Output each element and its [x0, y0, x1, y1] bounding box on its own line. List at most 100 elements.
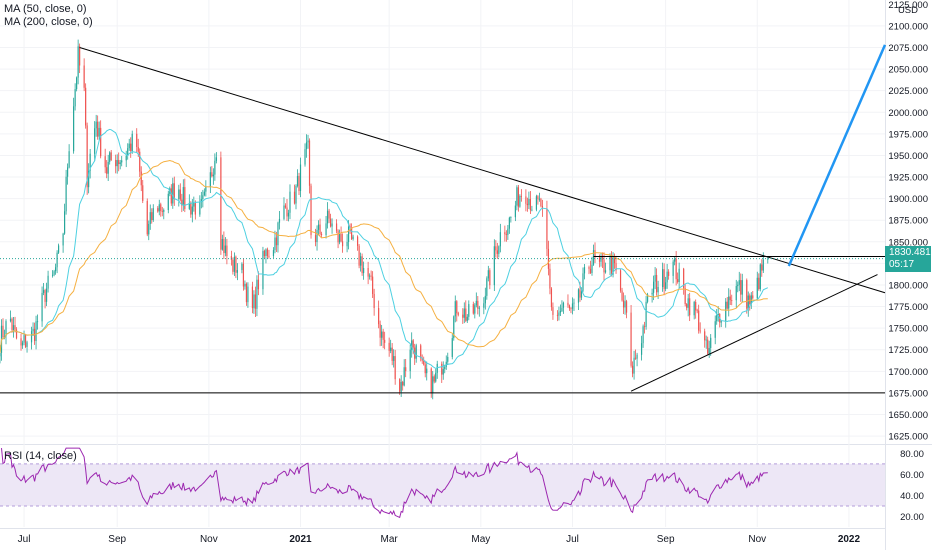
candle-body — [561, 307, 563, 312]
candle-body — [109, 152, 111, 162]
candle-body — [725, 301, 727, 322]
candle-body — [230, 256, 232, 260]
last-price-countdown: 05:17 — [889, 259, 915, 270]
price-tick-label: 1700.000 — [888, 367, 928, 378]
candle-body — [520, 195, 522, 197]
candle-body — [11, 318, 13, 331]
candle-body — [286, 207, 288, 217]
candle-body — [242, 263, 245, 287]
candle-body — [341, 241, 344, 247]
candle-body — [666, 271, 668, 283]
candle-body — [567, 302, 569, 306]
candle-body — [729, 296, 731, 301]
candle-body — [304, 149, 306, 165]
candle-body — [592, 250, 595, 265]
candle-body — [663, 269, 665, 289]
price-tick-label: 2025.000 — [888, 86, 928, 97]
candle-body — [170, 188, 172, 204]
candle-body — [149, 212, 151, 224]
candle-body — [340, 233, 342, 242]
candle-body — [740, 280, 742, 295]
candle-body — [64, 211, 66, 234]
trendline-rising-support[interactable] — [630, 274, 878, 392]
legend-ma200[interactable]: MA (200, close, 0) — [4, 16, 93, 28]
candle-body — [151, 212, 153, 221]
candle-body — [737, 284, 739, 287]
last-price-value: 1830.481 — [889, 247, 931, 258]
candle-body — [716, 315, 718, 322]
price-tick-label: 2100.000 — [888, 21, 928, 32]
candle-body — [540, 198, 542, 207]
candle-body — [559, 311, 562, 313]
candle-body — [236, 270, 239, 273]
candle-body — [447, 356, 449, 362]
candle-body — [67, 167, 69, 177]
candle-body — [720, 321, 722, 323]
candle-body — [695, 301, 697, 311]
candle-body — [495, 246, 497, 251]
candle-body — [26, 342, 28, 347]
candle-body — [363, 268, 365, 274]
candle-body — [636, 354, 638, 359]
candle-body — [181, 199, 183, 206]
candle-body — [435, 372, 437, 382]
candle-body — [214, 160, 216, 175]
candle-body — [146, 200, 148, 235]
candle-body — [696, 310, 698, 312]
candle-body — [613, 257, 616, 264]
candle-body — [646, 294, 649, 302]
candle-body — [477, 300, 479, 309]
candle-body — [668, 271, 670, 276]
price-tick-label-top: 2125.000 — [888, 0, 928, 11]
candle-body — [588, 267, 590, 269]
ma200-line — [0, 159, 768, 353]
candle-body — [68, 151, 70, 168]
candle-body — [474, 305, 476, 314]
candle-body — [535, 196, 538, 210]
candle-body — [191, 206, 193, 215]
candle-body — [519, 195, 521, 207]
trendline-descending-resistance[interactable] — [79, 47, 886, 294]
candle-body — [654, 274, 656, 282]
price-tick-label: 1750.000 — [888, 324, 928, 335]
candle-body — [686, 304, 688, 308]
candle-body — [21, 342, 24, 346]
candle-body — [600, 256, 602, 262]
candle-body — [767, 258, 769, 260]
candle-body — [591, 264, 593, 273]
candle-body — [139, 151, 141, 172]
candle-body — [194, 203, 196, 215]
time-tick-label: Nov — [748, 534, 766, 545]
rsi-band — [0, 463, 885, 506]
candle-body — [432, 376, 434, 394]
candle-body — [610, 256, 613, 275]
candle-body — [20, 338, 22, 346]
candle-body — [190, 202, 192, 215]
candle-body — [594, 250, 596, 258]
candle-body — [454, 301, 456, 317]
candle-body — [137, 146, 139, 152]
candle-body — [349, 226, 351, 228]
candle-body — [526, 203, 528, 206]
candle-body — [514, 205, 516, 218]
legend-ma50[interactable]: MA (50, close, 0) — [4, 3, 87, 15]
candle-body — [603, 259, 605, 273]
candle-body — [9, 318, 12, 322]
price-tick-label: 1850.000 — [888, 237, 928, 248]
candle-body — [687, 298, 689, 308]
candle-body — [317, 224, 320, 230]
legend-rsi[interactable]: RSI (14, close) — [4, 450, 77, 462]
candle-body — [358, 245, 360, 266]
candle-body — [598, 257, 601, 262]
candle-body — [619, 270, 622, 291]
price-tick-label: 1900.000 — [888, 194, 928, 205]
candle-body — [674, 258, 676, 262]
projection-arrow[interactable] — [787, 44, 887, 267]
candle-body — [456, 301, 458, 314]
candle-body — [347, 226, 350, 242]
candle-body — [51, 274, 54, 276]
candle-body — [483, 303, 485, 308]
